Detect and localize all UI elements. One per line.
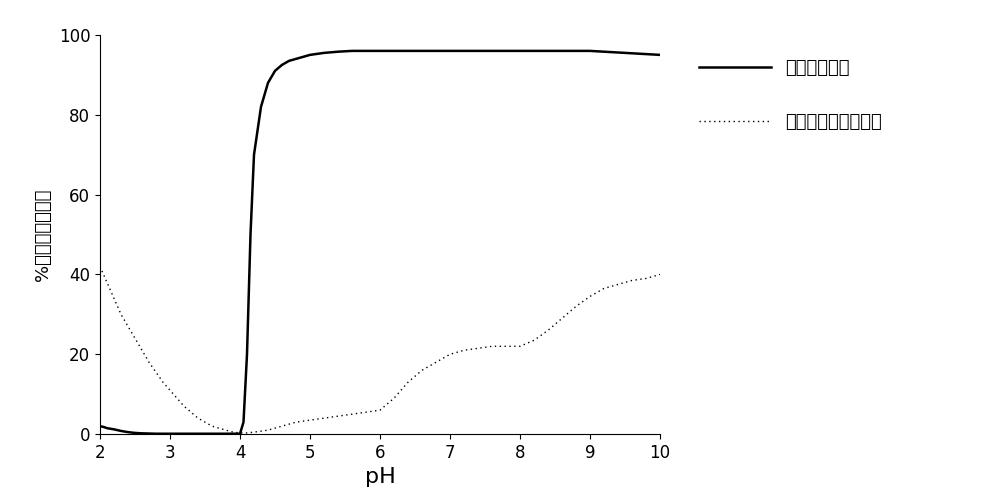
改性的蛋白质 — [206, 431, 218, 437]
改性的蛋白质 — [136, 430, 148, 436]
改性的蛋白质 — [94, 423, 106, 429]
改性的蛋白质 — [619, 50, 631, 56]
改性的蛋白质 — [276, 62, 288, 68]
改性的蛋白质 — [101, 425, 113, 431]
改性的蛋白质 — [283, 58, 295, 64]
改性的蛋白质 — [374, 48, 386, 54]
改性的蛋白质 — [244, 232, 256, 238]
改性的蛋白质 — [409, 48, 421, 54]
对照未改性的蛋白质 — [612, 281, 624, 287]
改性的蛋白质 — [241, 351, 253, 357]
改性的蛋白质 — [584, 48, 596, 54]
改性的蛋白质 — [185, 431, 197, 437]
改性的蛋白质 — [304, 52, 316, 58]
对照未改性的蛋白质 — [290, 419, 302, 425]
改性的蛋白质 — [255, 104, 267, 110]
改性的蛋白质 — [98, 424, 110, 430]
对照未改性的蛋白质 — [416, 367, 428, 373]
改性的蛋白质 — [129, 430, 141, 436]
对照未改性的蛋白质 — [94, 263, 106, 269]
改性的蛋白质 — [269, 68, 281, 74]
改性的蛋白质 — [479, 48, 491, 54]
改性的蛋白质 — [115, 428, 127, 434]
改性的蛋白质 — [514, 48, 526, 54]
改性的蛋白质 — [122, 429, 134, 435]
改性的蛋白质 — [220, 431, 232, 437]
改性的蛋白质 — [157, 431, 169, 437]
改性的蛋白质 — [150, 431, 162, 437]
改性的蛋白质 — [549, 48, 561, 54]
改性的蛋白质 — [262, 80, 274, 86]
改性的蛋白质 — [238, 419, 250, 425]
改性的蛋白质 — [227, 431, 239, 437]
改性的蛋白质 — [164, 431, 176, 437]
改性的蛋白质 — [213, 431, 225, 437]
改性的蛋白质 — [360, 48, 372, 54]
对照未改性的蛋白质 — [122, 323, 134, 329]
改性的蛋白质 — [332, 49, 344, 55]
Y-axis label: %可溶性的蛋白质: %可溶性的蛋白质 — [34, 188, 52, 281]
改性的蛋白质 — [654, 52, 666, 58]
改性的蛋白质 — [143, 431, 155, 437]
改性的蛋白质 — [178, 431, 190, 437]
改性的蛋白质 — [248, 152, 260, 158]
对照未改性的蛋白质 — [220, 427, 232, 433]
改性的蛋白质 — [108, 426, 120, 432]
改性的蛋白质 — [318, 50, 330, 56]
X-axis label: pH: pH — [365, 468, 395, 488]
改性的蛋白质 — [444, 48, 456, 54]
Legend: 改性的蛋白质, 对照未改性的蛋白质: 改性的蛋白质, 对照未改性的蛋白质 — [691, 52, 889, 139]
Line: 对照未改性的蛋白质: 对照未改性的蛋白质 — [100, 266, 660, 433]
对照未改性的蛋白质 — [234, 430, 246, 436]
对照未改性的蛋白质 — [388, 395, 400, 401]
改性的蛋白质 — [199, 431, 211, 437]
改性的蛋白质 — [346, 48, 358, 54]
改性的蛋白质 — [171, 431, 183, 437]
改性的蛋白质 — [297, 54, 309, 60]
改性的蛋白质 — [234, 431, 246, 437]
Line: 改性的蛋白质: 改性的蛋白质 — [100, 51, 660, 434]
改性的蛋白质 — [290, 56, 302, 62]
对照未改性的蛋白质 — [654, 271, 666, 277]
改性的蛋白质 — [192, 431, 204, 437]
